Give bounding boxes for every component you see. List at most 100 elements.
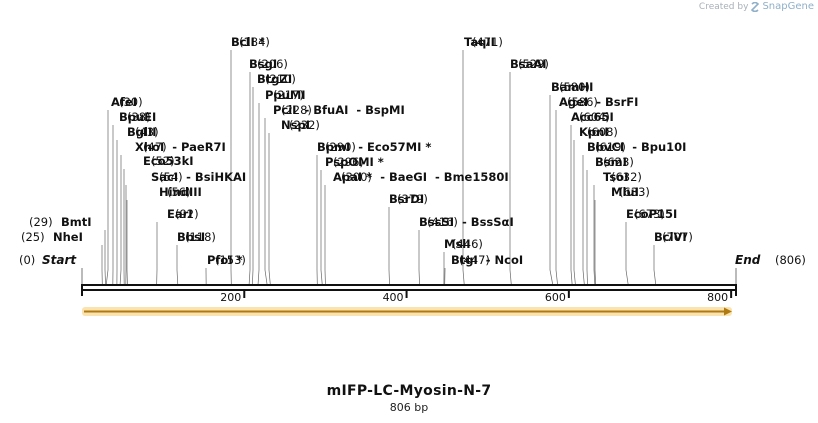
- restriction-site[interactable]: SacI - BsiHKAI(54): [151, 170, 246, 184]
- site-position: (633): [619, 185, 650, 199]
- site-position: (56): [167, 185, 191, 199]
- site-leader-line: [105, 110, 109, 285]
- site-name: BclI *: [231, 35, 265, 49]
- site-position: (586): [567, 95, 598, 109]
- start-label: Start: [42, 253, 77, 267]
- snapgene-logo-icon: [751, 1, 760, 12]
- site-leader-line: [268, 133, 271, 285]
- site-name: PspOMI *: [325, 155, 384, 169]
- restriction-site[interactable]: MluI(633): [611, 185, 650, 199]
- site-name: NheI: [53, 230, 83, 244]
- site-name: HindIII: [159, 185, 202, 199]
- restriction-site[interactable]: PfoI *(153): [207, 253, 246, 267]
- site-position: (153): [215, 253, 246, 267]
- restriction-site[interactable]: BssSI - BssSαI(416): [419, 215, 514, 229]
- restriction-site[interactable]: PspOMI *(296): [325, 155, 384, 169]
- restriction-site[interactable]: BpmI - Eco57MI *(290): [317, 140, 431, 154]
- restriction-site[interactable]: XhoI - PaeR7I(47): [135, 140, 226, 154]
- site-position: (707): [662, 230, 693, 244]
- restriction-site[interactable]: BtgI - NcoI(447): [451, 253, 523, 267]
- site-position: (52): [151, 154, 175, 168]
- site-position: (30): [119, 95, 143, 109]
- site-leader-line: [653, 245, 657, 285]
- feature-arrow: [82, 307, 732, 316]
- restriction-site[interactable]: BsmI(623): [595, 155, 634, 169]
- site-name: BpuEI: [119, 110, 156, 124]
- ruler-tick-label: 400: [383, 291, 404, 304]
- site-position: (447): [459, 253, 490, 267]
- restriction-site[interactable]: BamHI(580): [551, 80, 593, 94]
- site-leader-line: [257, 103, 260, 285]
- site-name: BsgI: [249, 57, 277, 71]
- site-leader-line: [388, 207, 390, 285]
- restriction-site[interactable]: KpnI(608): [579, 125, 618, 139]
- restriction-site[interactable]: PpuMI(217): [265, 88, 306, 102]
- site-name: NspI: [281, 118, 310, 132]
- restriction-site[interactable]: BglII(43): [127, 125, 159, 139]
- site-labels: BmtI(29)NheI(25)AfeI(30)BpuEI(38)BglII(4…: [21, 35, 693, 267]
- restriction-site[interactable]: BtgZI(210): [257, 72, 296, 86]
- site-position: (623): [603, 155, 634, 169]
- restriction-site[interactable]: NheI (25): [21, 230, 83, 244]
- site-leader-line: [119, 155, 122, 285]
- restriction-site[interactable]: BsrDI(379): [389, 192, 428, 206]
- site-name: BbvCI - Bpu10I: [587, 140, 686, 154]
- site-name: BsrDI: [389, 192, 424, 206]
- site-name: BtgI - NcoI: [451, 253, 523, 267]
- restriction-site[interactable]: TaqII(471): [464, 35, 503, 49]
- start-position: (0): [19, 253, 35, 267]
- site-leader-line: [625, 222, 629, 285]
- restriction-site[interactable]: NspI(232): [281, 118, 320, 132]
- restriction-site[interactable]: PciI - BfuAI - BspMI(228): [273, 103, 405, 117]
- site-leader-line: [509, 72, 512, 285]
- site-name: BssSI - BssSαI: [419, 215, 514, 229]
- site-name: XhoI - PaeR7I: [135, 140, 226, 154]
- site-position: (416): [427, 215, 458, 229]
- site-position: (604): [579, 110, 610, 124]
- site-name: BtgZI: [257, 72, 292, 86]
- site-name: BpmI - Eco57MI *: [317, 140, 431, 154]
- restriction-site[interactable]: EarI(92): [167, 207, 199, 221]
- restriction-site[interactable]: MslI(446): [444, 237, 483, 251]
- restriction-site[interactable]: TsoI(632): [603, 170, 642, 184]
- site-position: (580): [559, 80, 590, 94]
- site-position: (228): [281, 103, 312, 117]
- site-position: (29): [29, 215, 53, 229]
- map-length: 806 bp: [389, 401, 429, 414]
- restriction-site[interactable]: AgeI - BsrFI(586): [559, 95, 638, 109]
- site-name: TaqII: [464, 35, 495, 49]
- site-position: (471): [472, 35, 503, 49]
- restriction-site[interactable]: BsaAI(529): [510, 57, 549, 71]
- site-position: (54): [159, 170, 183, 184]
- restriction-site[interactable]: BbvCI - Bpu10I(619): [587, 140, 686, 154]
- sequence-backbone: [81, 284, 737, 296]
- site-position: (118): [185, 230, 216, 244]
- restriction-site[interactable]: EcoP15I(673): [626, 207, 677, 221]
- restriction-site[interactable]: AfeI(30): [111, 95, 143, 109]
- restriction-site[interactable]: ApaI * - BaeGI - Bme1580I(300): [333, 170, 509, 184]
- restriction-site[interactable]: BmtI (29): [29, 215, 92, 229]
- site-name: PfoI *: [207, 253, 243, 267]
- site-name: BamHI: [551, 80, 593, 94]
- restriction-site[interactable]: Acc65I(604): [571, 110, 614, 124]
- site-position: (25): [21, 230, 45, 244]
- site-position: (379): [397, 192, 428, 206]
- map-title: mIFP-LC-Myosin-N-7: [326, 383, 492, 399]
- ruler-tick-label: 200: [220, 291, 241, 304]
- site-name: MslI: [444, 237, 471, 251]
- site-name: Acc65I: [571, 110, 614, 124]
- site-position: (92): [175, 207, 199, 221]
- restriction-site[interactable]: BpuEI(38): [119, 110, 156, 124]
- restriction-site[interactable]: BbsI(118): [177, 230, 216, 244]
- site-name: BsaAI: [510, 57, 547, 71]
- site-leader-lines: [101, 50, 657, 285]
- site-leader-line: [252, 87, 254, 285]
- restriction-site[interactable]: BclVI(707): [654, 230, 693, 244]
- site-name: BbsI: [177, 230, 205, 244]
- restriction-site[interactable]: HindIII(56): [159, 185, 202, 199]
- restriction-site[interactable]: BsgI(206): [249, 57, 288, 71]
- site-name: Eco53kI: [143, 154, 194, 168]
- restriction-site[interactable]: BclI *(184): [231, 35, 270, 49]
- restriction-site[interactable]: Eco53kI(52): [143, 154, 194, 168]
- site-name: BglII: [127, 125, 157, 139]
